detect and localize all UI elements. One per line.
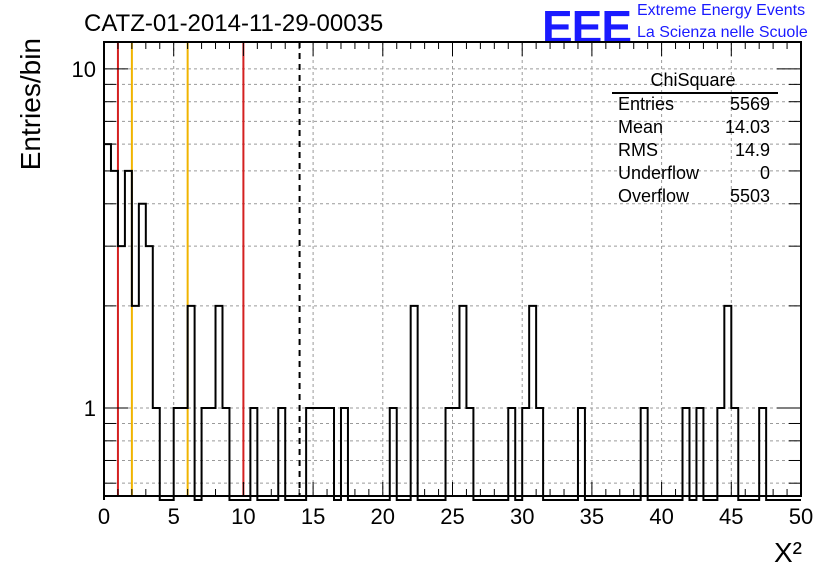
histogram-bin (731, 408, 738, 496)
y-axis-label: Entries/bin (15, 38, 46, 170)
logo-line-1: Extreme Energy Events (637, 2, 806, 19)
histogram-bin (153, 408, 160, 496)
stats-title: ChiSquare (650, 70, 735, 90)
histogram-bin (181, 408, 188, 496)
stats-label-mean: Mean (618, 117, 663, 137)
stats-value-mean: 14.03 (725, 117, 770, 137)
stats-label-overflow: Overflow (618, 186, 690, 206)
stats-value-entries: 5569 (730, 94, 770, 114)
x-tick-label: 45 (719, 504, 743, 529)
y-tick-label: 10 (72, 57, 96, 82)
histogram-bin (222, 408, 229, 496)
histogram-bin (466, 408, 473, 496)
histogram-bin (696, 408, 703, 496)
logo-line-2: La Scienza nelle Scuole (637, 24, 808, 41)
x-tick-label: 35 (580, 504, 604, 529)
histogram-bin (174, 408, 181, 496)
histogram-bin (278, 408, 285, 496)
histogram-outline (103, 143, 801, 501)
x-tick-label: 50 (789, 504, 813, 529)
stats-value-underflow: 0 (760, 163, 770, 183)
x-tick-label: 25 (440, 504, 464, 529)
histogram-bin (508, 408, 515, 496)
x-axis-label: X² (774, 537, 802, 568)
histogram-bin (188, 306, 195, 496)
histogram-bin (202, 408, 209, 496)
histogram-bins (103, 143, 801, 501)
axis-labels: Entries/bin X² 0 5 10 15 20 25 30 35 40 45 50 1 10 (15, 38, 813, 568)
x-tick-label: 5 (168, 504, 180, 529)
histogram-bin (118, 246, 125, 496)
stats-label-rms: RMS (618, 140, 658, 160)
axis-ticks (103, 42, 802, 496)
x-tick-label: 15 (301, 504, 325, 529)
histogram-bin (717, 408, 724, 496)
histogram-bin (250, 408, 257, 496)
histogram-bin (306, 408, 313, 496)
histogram-bin (724, 306, 731, 496)
x-tick-label: 0 (98, 504, 110, 529)
histogram-bin (320, 408, 327, 496)
x-tick-label: 40 (649, 504, 673, 529)
histogram-bin (759, 408, 766, 496)
histogram-bin (216, 306, 223, 496)
histogram-bin (536, 408, 543, 496)
eee-logo: EEE (542, 1, 632, 53)
histogram-bin (132, 306, 139, 496)
histogram-bin (529, 306, 536, 496)
histogram-bin (459, 306, 466, 496)
stats-value-rms: 14.9 (735, 140, 770, 160)
histogram-bin (111, 171, 118, 496)
histogram-bin (327, 408, 334, 496)
histogram-bin (522, 408, 529, 496)
run-title: CATZ-01-2014-11-29-00035 (84, 10, 384, 37)
histogram-bin (446, 408, 453, 496)
histogram-bin (578, 408, 585, 496)
y-tick-label: 1 (84, 396, 96, 421)
stats-value-overflow: 5503 (730, 186, 770, 206)
histogram-bin (411, 306, 418, 496)
histogram-bin (641, 408, 648, 496)
stats-label-entries: Entries (618, 94, 674, 114)
stats-label-underflow: Underflow (618, 163, 700, 183)
stats-box: ChiSquare Entries 5569 Mean 14.03 RMS 14… (612, 70, 778, 206)
x-tick-label: 30 (510, 504, 534, 529)
x-tick-label: 20 (371, 504, 395, 529)
histogram-bin (453, 408, 460, 496)
histogram-bin (139, 204, 146, 496)
histogram-bin (146, 246, 153, 496)
histogram-bin (125, 171, 132, 496)
histogram-bin (683, 408, 690, 496)
histogram-bin (341, 408, 348, 496)
histogram-bin (209, 408, 216, 496)
histogram-bin (390, 408, 397, 496)
x-tick-label: 10 (231, 504, 255, 529)
histogram-bin (313, 408, 320, 496)
histogram-bin (104, 144, 111, 496)
